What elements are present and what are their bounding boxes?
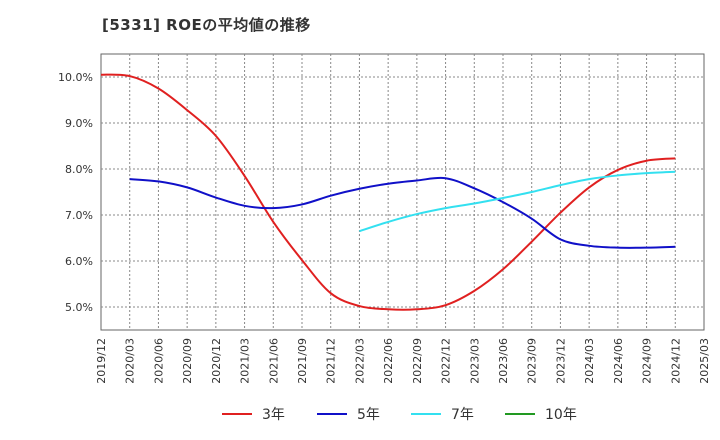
x-tick-label: 2022/06 bbox=[382, 338, 395, 384]
x-tick-label: 2022/09 bbox=[411, 338, 424, 384]
series-line-7年 bbox=[359, 170, 676, 233]
x-tick-label: 2021/06 bbox=[267, 338, 280, 384]
y-tick-label: 5.0% bbox=[65, 301, 93, 314]
x-tick-label: 2022/12 bbox=[440, 338, 453, 384]
y-tick-label: 9.0% bbox=[65, 117, 93, 130]
x-tick-label: 2024/03 bbox=[583, 338, 596, 384]
x-tick-label: 2024/12 bbox=[669, 338, 682, 384]
y-tick-label: 6.0% bbox=[65, 255, 93, 268]
y-tick-label: 7.0% bbox=[65, 209, 93, 222]
gridlines bbox=[101, 54, 704, 330]
legend-label: 7年 bbox=[451, 407, 474, 423]
y-tick-label: 8.0% bbox=[65, 163, 93, 176]
x-tick-label: 2021/03 bbox=[239, 338, 252, 384]
x-tick-label: 2022/03 bbox=[353, 338, 366, 384]
x-tick-label: 2020/06 bbox=[152, 338, 165, 384]
x-axis-ticks: 2019/12 2020/03 2020/06 2020/09 2020/12 2021/… bbox=[95, 338, 711, 384]
x-tick-label: 2020/03 bbox=[124, 338, 137, 384]
x-tick-label: 2019/12 bbox=[95, 338, 108, 384]
series-line-3年 bbox=[100, 73, 676, 311]
x-tick-label: 2023/12 bbox=[554, 338, 567, 384]
x-tick-label: 2020/09 bbox=[181, 338, 194, 384]
y-tick-label: 10.0% bbox=[58, 71, 93, 84]
legend-label: 10年 bbox=[545, 407, 577, 423]
series-line-5年 bbox=[129, 176, 676, 249]
legend-label: 3年 bbox=[262, 407, 285, 423]
x-tick-label: 2025/03 bbox=[698, 338, 711, 384]
x-tick-label: 2021/09 bbox=[296, 338, 309, 384]
chart-title: [5331] ROEの平均値の推移 bbox=[102, 16, 311, 34]
x-tick-label: 2023/09 bbox=[526, 338, 539, 384]
x-tick-label: 2021/12 bbox=[325, 338, 338, 384]
plot-area bbox=[100, 53, 705, 331]
x-tick-label: 2020/12 bbox=[210, 338, 223, 384]
y-axis-ticks: 5.0% 6.0% 7.0% 8.0% 9.0% 10.0% bbox=[58, 71, 93, 314]
legend: 3年 5年 7年 10年 bbox=[222, 407, 577, 423]
x-tick-label: 2024/06 bbox=[612, 338, 625, 384]
x-tick-label: 2023/06 bbox=[497, 338, 510, 384]
legend-label: 5年 bbox=[357, 407, 380, 423]
series-lines bbox=[100, 73, 676, 311]
x-tick-label: 2024/09 bbox=[641, 338, 654, 384]
x-tick-label: 2023/03 bbox=[468, 338, 481, 384]
